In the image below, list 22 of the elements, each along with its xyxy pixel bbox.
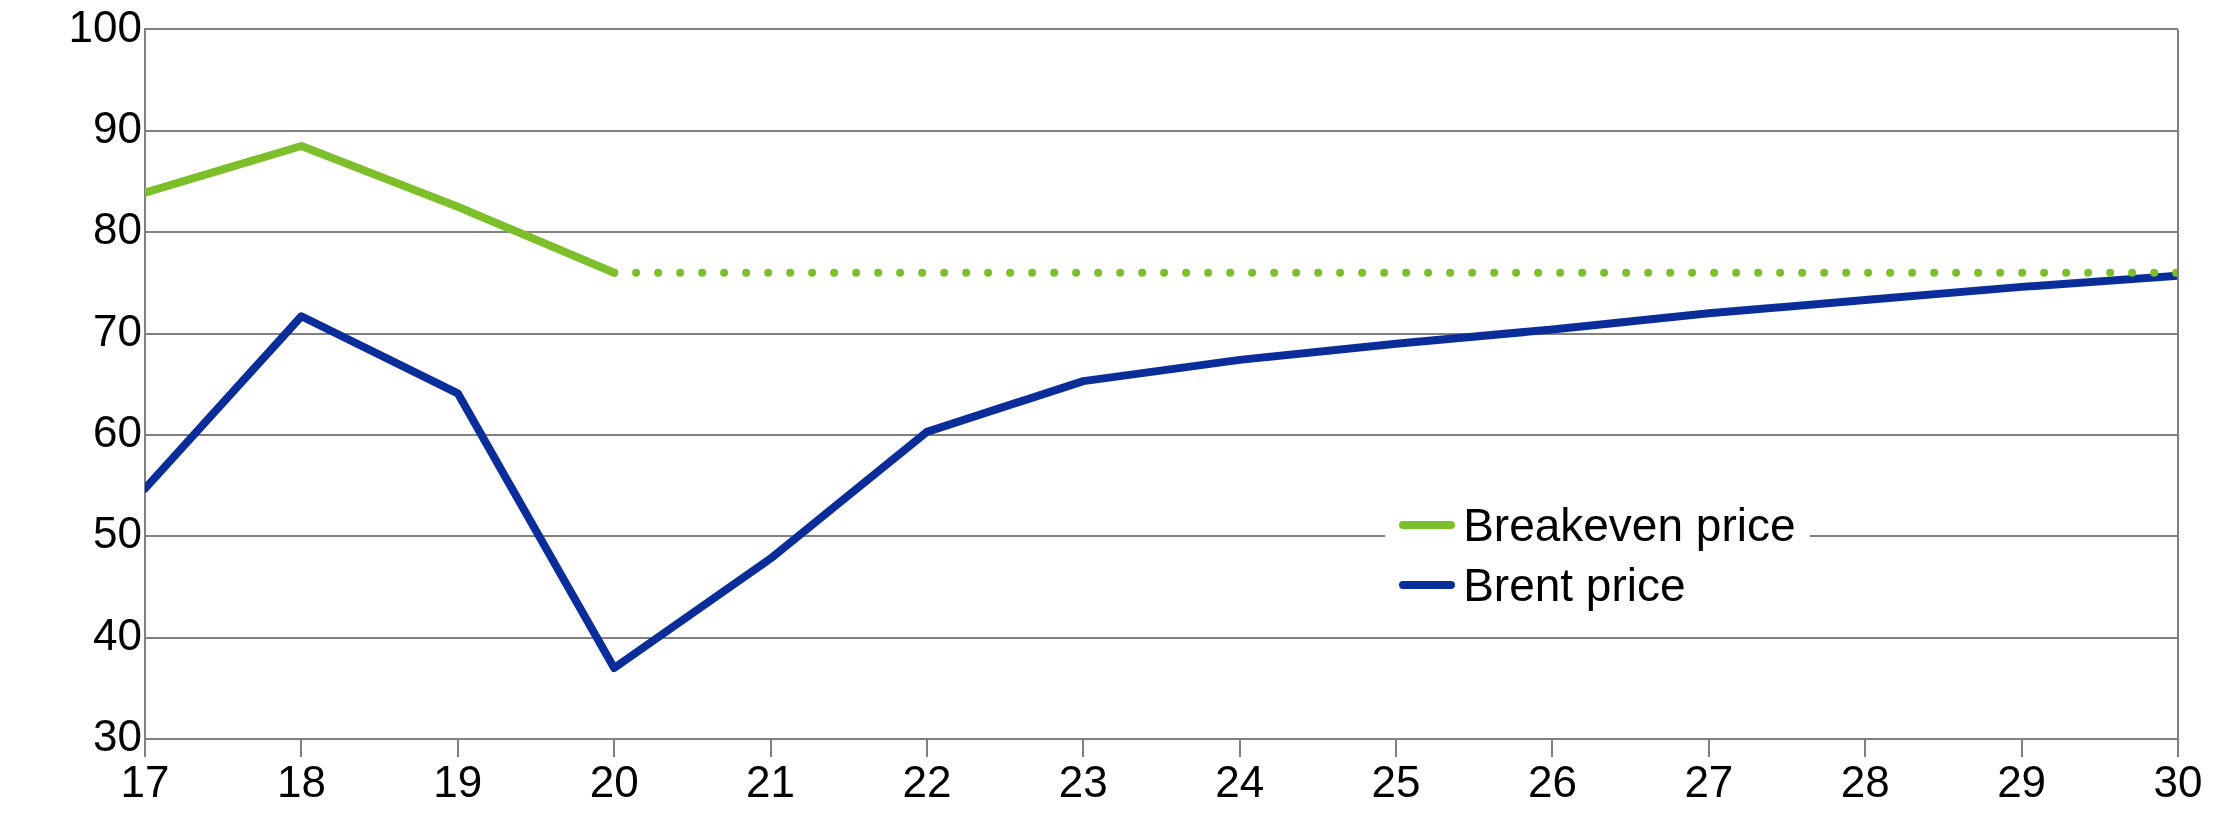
x-tick-label: 22: [902, 757, 952, 807]
x-tick-label: 26: [1527, 757, 1577, 807]
x-tick-label: 19: [433, 757, 483, 807]
x-tick-label: 25: [1371, 757, 1421, 807]
x-tick-label: 23: [1058, 757, 1108, 807]
x-tick-label: 20: [589, 757, 639, 807]
y-tick-label: 80: [93, 204, 142, 254]
y-tick-label: 60: [93, 407, 142, 457]
x-tick-label: 18: [276, 757, 326, 807]
y-tick-label: 90: [93, 102, 142, 152]
x-tick-label: 24: [1215, 757, 1265, 807]
legend-label: Brent price: [1463, 557, 1686, 612]
x-tick-label: 27: [1684, 757, 1734, 807]
y-tick-label: 40: [93, 609, 142, 659]
x-tick-label: 29: [1997, 757, 2047, 807]
legend-label: Breakeven price: [1463, 497, 1796, 552]
y-tick-label: 100: [68, 1, 142, 51]
y-tick-label: 70: [93, 305, 142, 355]
y-tick-label: 50: [93, 508, 142, 558]
x-tick-label: 28: [1840, 757, 1890, 807]
x-tick-label: 30: [2153, 757, 2203, 807]
x-tick-label: 21: [746, 757, 796, 807]
